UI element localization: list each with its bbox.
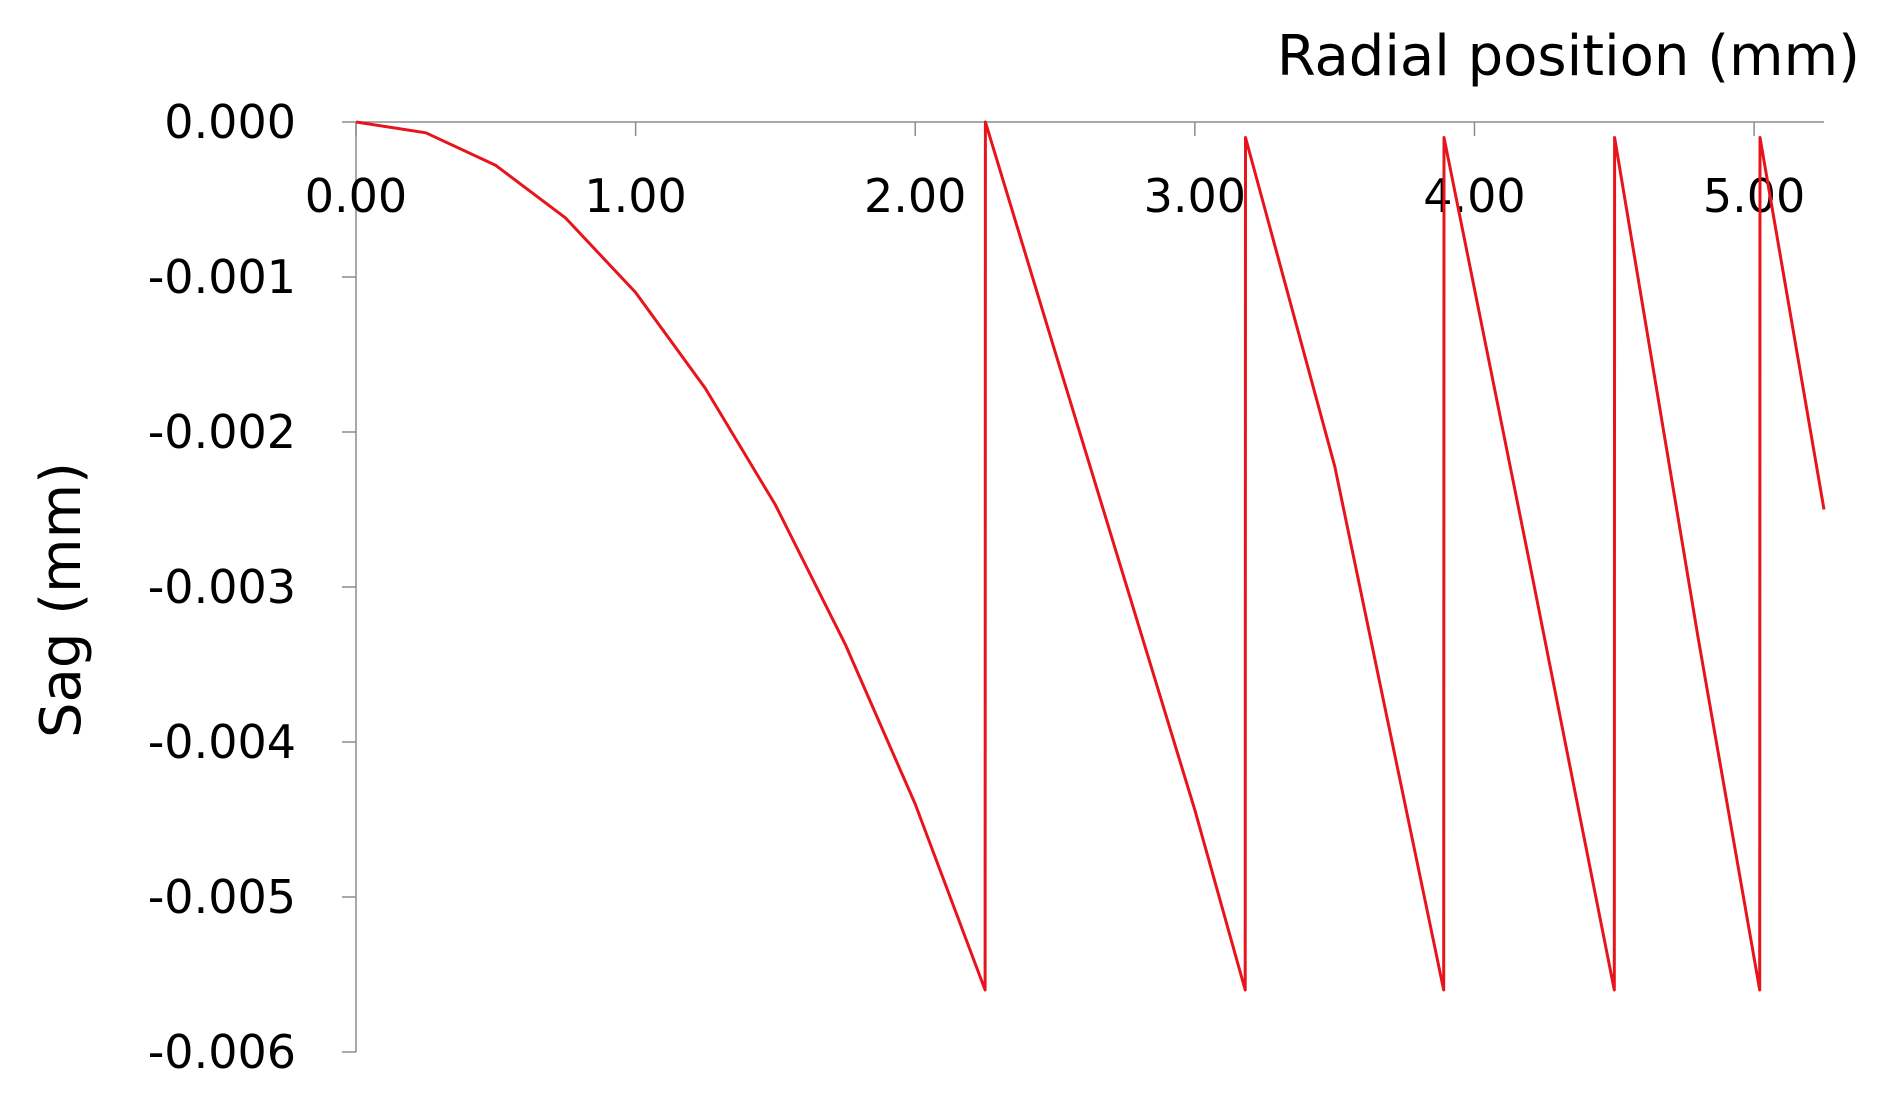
series-line bbox=[355, 120, 1826, 992]
axes-layer bbox=[355, 121, 1824, 1052]
y-axis-title: Sag (mm) bbox=[29, 462, 94, 738]
x-tick-label: 5.00 bbox=[1703, 169, 1805, 223]
x-tick-label: 1.00 bbox=[584, 169, 686, 223]
x-tick-label: 0.00 bbox=[305, 169, 407, 223]
y-tick-label: -0.004 bbox=[148, 715, 296, 769]
ticks-layer: 0.00 1.00 2.00 3.00 4.00 5.00 0.000 -0.001 -0.00… bbox=[148, 95, 1806, 1079]
y-tick-label: -0.005 bbox=[148, 870, 296, 924]
x-axis-title: Radial position (mm) bbox=[1277, 24, 1860, 89]
y-tick-label: -0.002 bbox=[148, 405, 296, 459]
y-tick-label: 0.000 bbox=[164, 95, 296, 149]
x-tick-label: 2.00 bbox=[864, 169, 966, 223]
x-tick-label: 4.00 bbox=[1423, 169, 1525, 223]
y-tick-label: -0.003 bbox=[148, 560, 296, 614]
y-tick-label: -0.006 bbox=[148, 1025, 296, 1079]
series-layer bbox=[355, 120, 1826, 992]
y-tick-label: -0.001 bbox=[148, 250, 296, 304]
x-tick-label: 3.00 bbox=[1144, 169, 1246, 223]
